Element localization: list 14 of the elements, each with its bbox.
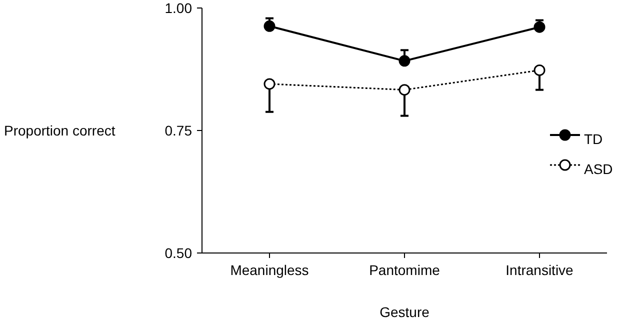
y-tick-label: 0.75 [164, 122, 192, 138]
x-tick-label: Meaningless [230, 262, 309, 278]
x-axis-title: Gesture [380, 304, 430, 320]
legend-label: ASD [584, 161, 613, 177]
y-tick-label: 1.00 [164, 0, 192, 16]
legend-label: TD [584, 131, 603, 147]
point [264, 78, 276, 90]
x-tick-label: Intransitive [506, 262, 574, 278]
point [398, 55, 410, 67]
point [534, 64, 546, 76]
point [398, 84, 410, 96]
x-tick-label: Pantomime [369, 262, 440, 278]
y-axis-title: Proportion correct [4, 122, 116, 138]
y-tick-label: 0.50 [164, 245, 192, 261]
